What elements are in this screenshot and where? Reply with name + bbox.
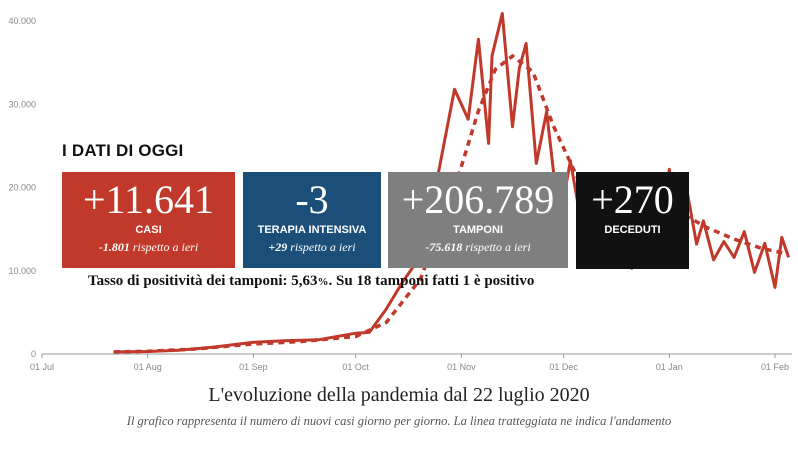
todays-data-heading: I DATI DI OGGI [62,141,184,160]
x-tick-label: 01 Sep [239,362,268,372]
cases-value: +11.641 [82,177,215,222]
intensive-care-label: TERAPIA INTENSIVA [257,224,367,236]
x-tick-label: 01 Jan [656,362,683,372]
deaths-label: DECEDUTI [604,224,661,236]
intensive-care-box: -3 TERAPIA INTENSIVA +29 rispetto a ieri [243,172,381,268]
chart-title: L'evoluzione della pandemia dal 22 lugli… [208,384,590,406]
swabs-delta: -75.618 rispetto a ieri [425,240,531,254]
intensive-care-delta: +29 rispetto a ieri [268,240,356,254]
y-tick-label: 30.000 [8,99,36,109]
chart-subtitle: Il grafico rappresenta il numero di nuov… [126,414,672,428]
cases-delta: -1.801 rispetto a ieri [98,240,199,254]
positivity-rate: Tasso di positività dei tamponi: 5,63%. … [88,273,535,289]
x-axis: 01 Jul 01 Aug 01 Sep 01 Oct 01 Nov 01 Dec 01 J… [30,354,789,372]
cases-label: CASI [135,224,162,236]
swabs-value: +206.789 [401,177,555,222]
y-tick-label: 10.000 [8,266,36,276]
y-tick-label: 20.000 [8,183,36,193]
x-tick-label: 01 Aug [134,362,162,372]
y-tick-label: 40.000 [8,16,36,26]
y-axis: 0 10.000 20.000 30.000 40.000 [8,16,36,359]
x-tick-label: 01 Dec [549,362,578,372]
y-tick-label: 0 [31,349,36,359]
deaths-value: +270 [591,177,674,222]
x-tick-label: 01 Nov [447,362,476,372]
x-tick-label: 01 Jul [30,362,54,372]
swabs-label: TAMPONI [453,224,503,236]
x-tick-label: 01 Feb [761,362,789,372]
cases-box: +11.641 CASI -1.801 rispetto a ieri [62,172,235,268]
intensive-care-value: -3 [295,177,329,222]
swabs-box: +206.789 TAMPONI -75.618 rispetto a ieri [388,172,568,268]
deaths-box: +270 DECEDUTI [576,172,689,269]
x-tick-label: 01 Oct [342,362,369,372]
daily-cases-line [113,12,791,354]
